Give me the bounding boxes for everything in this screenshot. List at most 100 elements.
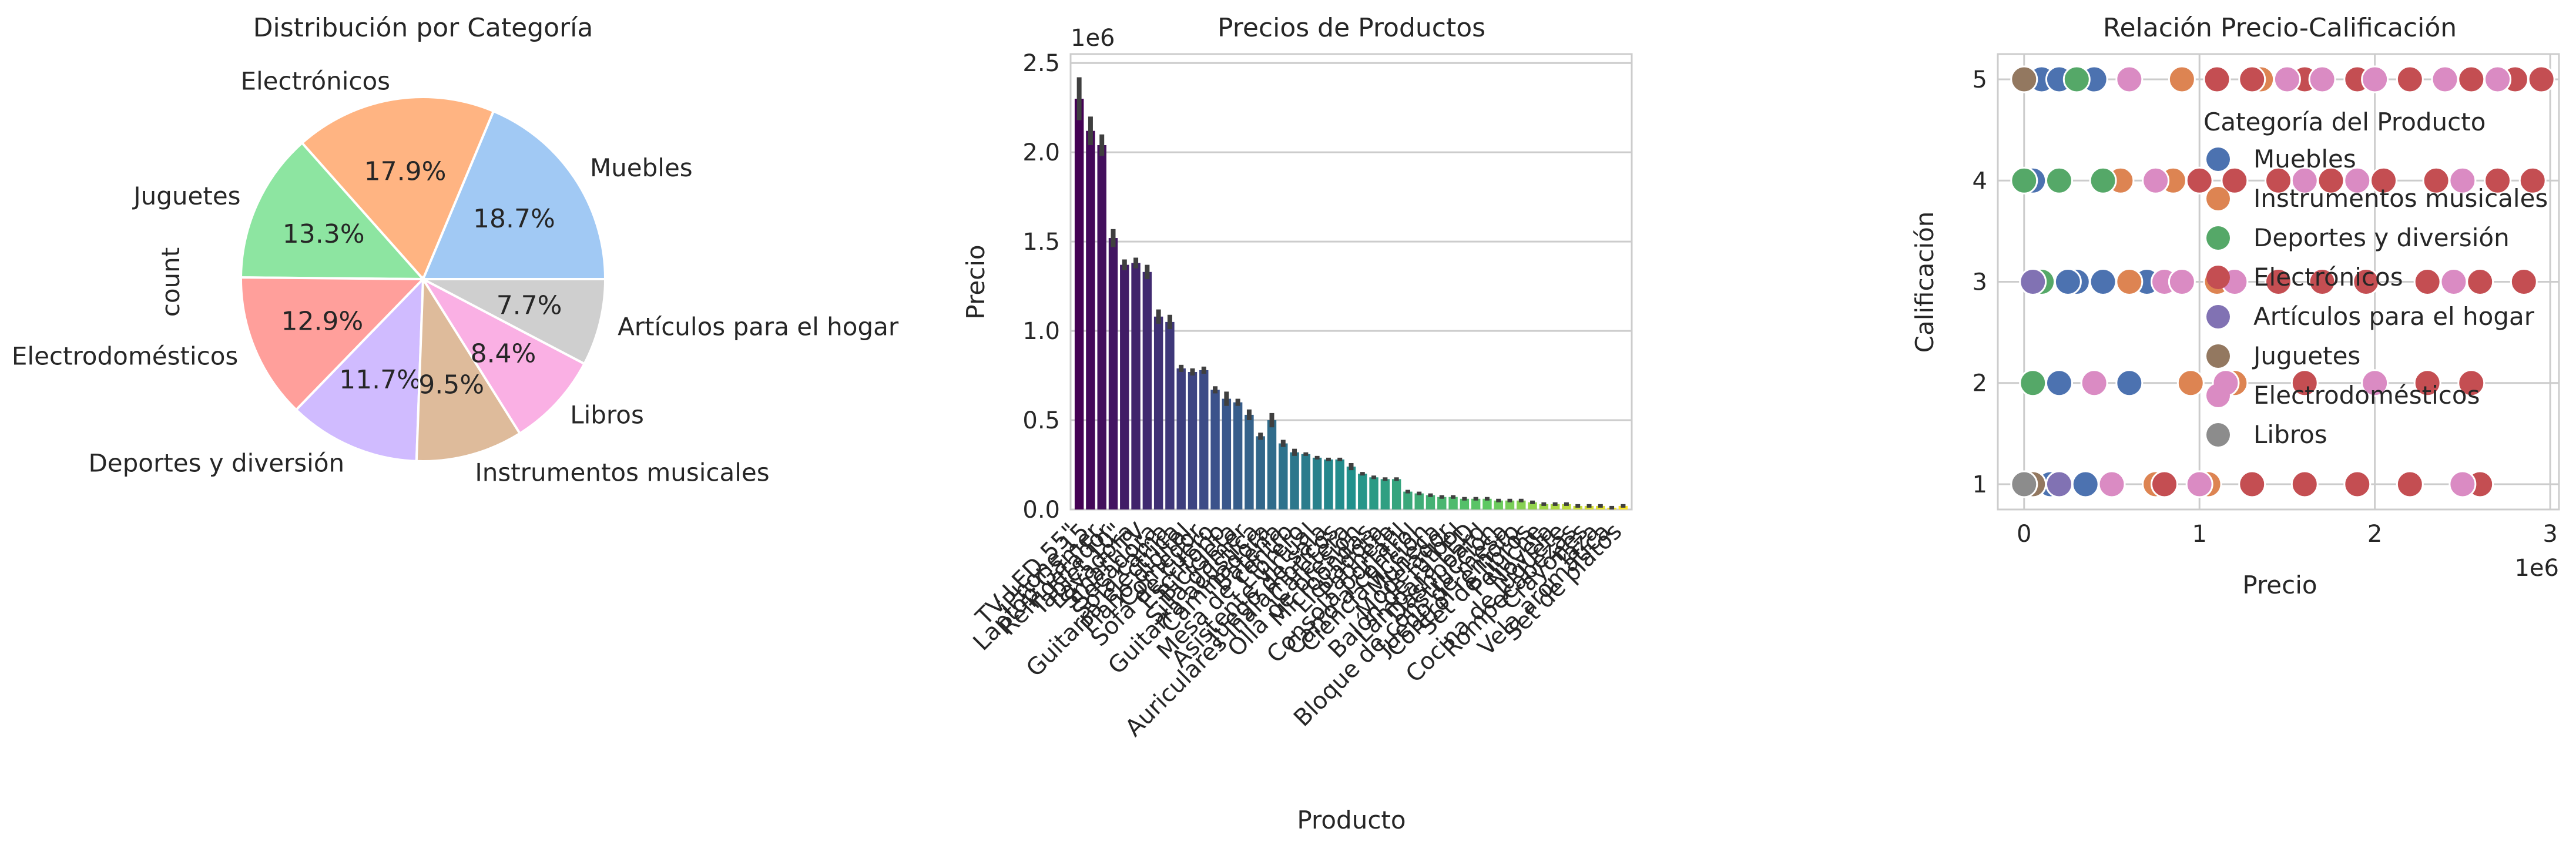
pie-slice-deportes-y-diversion	[294, 276, 425, 462]
bar	[1380, 479, 1390, 509]
pie-pct-label: 8.4%	[471, 338, 536, 368]
legend-title: Categoría del Producto	[2203, 108, 2486, 136]
bar	[1346, 467, 1356, 509]
scatter-point-articulos-para-el-hogar	[2045, 470, 2073, 498]
bar	[1335, 459, 1344, 509]
bar-y-tick-label: 1.0	[1022, 318, 1060, 345]
bar	[1245, 414, 1254, 509]
bar	[1448, 497, 1458, 509]
legend-item-articulos-para-el-hogar: Artículos para el hogar	[2253, 302, 2535, 331]
scatter-point-muebles	[2071, 470, 2099, 498]
bar	[1425, 495, 1435, 509]
scatter-point-electronicos	[2510, 268, 2538, 296]
legend-item-deportes-y-diversion: Deportes y diversión	[2253, 223, 2510, 252]
scatter-point-deportes-y-diversion	[2045, 166, 2073, 195]
bar-bars	[1074, 77, 1628, 509]
scatter-point-muebles	[2045, 369, 2073, 397]
scatter-point-electronicos	[2265, 268, 2292, 296]
legend-marker-juguetes	[2206, 344, 2230, 368]
bar-gridlines	[1071, 62, 1632, 421]
pie-slice-label: Muebles	[590, 153, 693, 182]
bar	[1494, 500, 1503, 509]
legend-item-electrodomesticos: Electrodomésticos	[2253, 381, 2480, 410]
pie-slice-label: Deportes y diversión	[88, 449, 344, 478]
scatter-legend: Categoría del Producto Muebles Instrument…	[2203, 108, 2548, 449]
legend-item-electronicos: Electrónicos	[2253, 263, 2403, 291]
scatter-point-electronicos	[2308, 268, 2336, 296]
bar	[1086, 130, 1095, 509]
scatter-point-deportes-y-diversion	[2089, 166, 2117, 195]
legend-item-muebles: Muebles	[2253, 145, 2356, 173]
bar-y-tick-label: 2.5	[1022, 50, 1060, 77]
pie-pct-label: 13.3%	[283, 219, 365, 249]
pie-slice-label: Juguetes	[132, 182, 240, 210]
bar-offset-label: 1e6	[1071, 25, 1115, 52]
scatter-point-electrodomesticos	[2168, 268, 2196, 296]
scatter-point-deportes-y-diversion	[2019, 369, 2047, 397]
bar	[1256, 436, 1265, 509]
bar	[1471, 498, 1481, 509]
scatter-point-electrodomesticos	[2115, 65, 2144, 93]
legend-item-libros: Libros	[2253, 420, 2327, 449]
scatter-point-articulos-para-el-hogar	[2019, 268, 2047, 296]
bar	[1267, 420, 1277, 509]
bar	[1301, 454, 1311, 509]
scatter-point-electronicos	[2396, 470, 2424, 498]
bar	[1403, 491, 1413, 509]
scatter-point-electrodomesticos	[2484, 65, 2512, 93]
scatter-title: Relación Precio-Calificación	[2103, 13, 2457, 43]
scatter-point-muebles	[2089, 268, 2117, 296]
pie-slice-label: Instrumentos musicales	[475, 458, 769, 487]
bar-y-ticks: 0.0 0.5 1.0 1.5 2.0 2.5	[1022, 50, 1060, 524]
bar	[1120, 264, 1129, 509]
bar-xlabel: Producto	[1297, 806, 1406, 834]
scatter-point-juguetes	[2010, 65, 2038, 93]
scatter-x-tick-label: 2	[2367, 521, 2382, 548]
scatter-y-tick-label: 1	[1973, 471, 1987, 498]
bar	[1142, 271, 1152, 509]
bar	[1539, 504, 1549, 509]
scatter-point-instrumentos-musicales	[2115, 268, 2144, 296]
bar	[1312, 457, 1322, 509]
scatter-point-electrodomesticos	[2273, 65, 2301, 93]
scatter-point-electronicos	[2466, 268, 2494, 296]
scatter-point-electronicos	[2396, 65, 2424, 93]
scatter-point-muebles	[2054, 268, 2082, 296]
bar	[1391, 479, 1401, 509]
scatter-point-electronicos	[2518, 166, 2547, 195]
bar-y-tick-label: 0.0	[1022, 497, 1060, 524]
bar-chart: Precios de Productos 0.00.51.01.52.02.5 …	[961, 13, 1633, 834]
scatter-point-electrodomesticos	[2080, 369, 2108, 397]
scatter-y-tick-label: 3	[1973, 269, 1987, 296]
scatter-point-deportes-y-diversion	[2010, 166, 2038, 195]
scatter-point-electrodomesticos	[2185, 470, 2213, 498]
pie-pct-label: 9.5%	[418, 370, 484, 400]
scatter-point-electrodomesticos	[2431, 65, 2459, 93]
scatter-point-electronicos	[2203, 65, 2231, 93]
legend-item-juguetes: Juguetes	[2252, 341, 2360, 370]
bar	[1324, 459, 1333, 509]
pie-slice-label: Artículos para el hogar	[618, 313, 899, 341]
bar	[1358, 474, 1367, 509]
pie-chart: Distribución por Categoría count 18.7% Mu…	[12, 13, 899, 487]
scatter-point-electrodomesticos	[2361, 369, 2389, 397]
scatter-point-electrodomesticos	[2142, 166, 2170, 195]
scatter-point-electronicos	[2185, 166, 2213, 195]
scatter-y-tick-label: 5	[1973, 66, 1987, 93]
scatter-point-deportes-y-diversion	[2062, 65, 2091, 93]
scatter-point-electrodomesticos	[2290, 166, 2319, 195]
scatter-point-muebles	[2115, 369, 2144, 397]
pie-pct-label: 11.7%	[339, 365, 421, 395]
bar-axes-frame	[1069, 53, 1633, 511]
bar	[1618, 505, 1628, 509]
bar	[1482, 498, 1492, 509]
bar-title: Precios de Productos	[1217, 13, 1485, 43]
legend-marker-electronicos	[2206, 266, 2230, 289]
bar	[1188, 371, 1198, 509]
pie-slice-juguetes	[239, 141, 426, 281]
pie-slice-muebles	[421, 109, 607, 280]
bar	[1165, 321, 1175, 509]
bar	[1074, 98, 1084, 509]
scatter-offset-label: 1e6	[2514, 555, 2559, 582]
bar	[1233, 402, 1243, 509]
